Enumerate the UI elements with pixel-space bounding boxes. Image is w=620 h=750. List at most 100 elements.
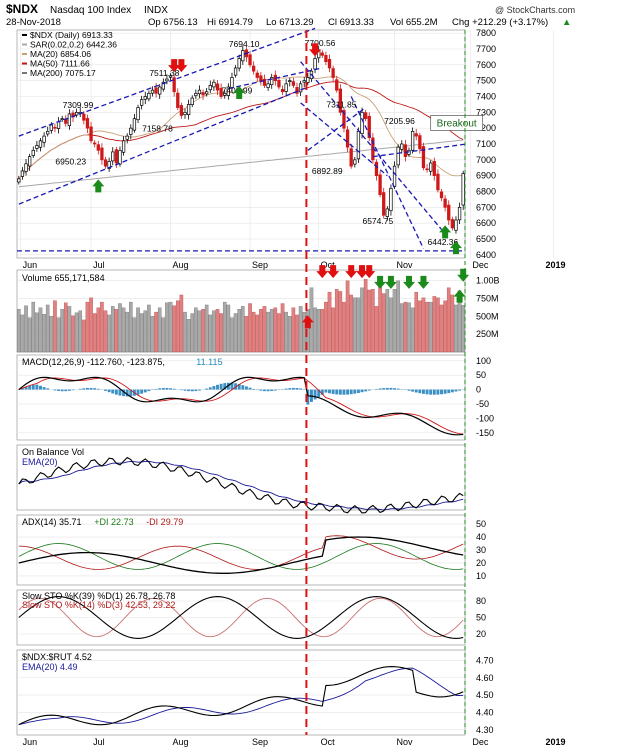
volume-bar [277, 313, 281, 353]
volume-bar [190, 313, 195, 353]
candle-up [270, 77, 274, 86]
macd-histogram-bar [190, 389, 194, 392]
volume-bar [356, 297, 361, 353]
copyright-label: @ StockCharts.com [495, 5, 575, 15]
panel-frame-3 [16, 444, 466, 511]
macd-histogram-bar [82, 388, 86, 390]
obv-ema-line [18, 460, 464, 511]
chart-index-name: Nasdaq 100 Index [50, 5, 131, 16]
candle-down [82, 113, 86, 121]
volume-sell-arrow [356, 265, 369, 279]
macd-histogram-bar [140, 389, 144, 394]
macd-histogram-bar [270, 389, 274, 392]
macd-histogram-bar [429, 389, 433, 395]
indicator-legend-entry: EMA(20) [22, 457, 58, 467]
volume-bar [161, 317, 166, 353]
macd-histogram-bar [172, 388, 176, 390]
macd-histogram-bar [122, 389, 126, 397]
adx-line [18, 536, 464, 574]
volume-bar [313, 307, 317, 353]
macd-histogram-bar [422, 389, 425, 394]
candle-up [67, 113, 72, 127]
volume-bar [287, 316, 292, 353]
candle-up [208, 85, 212, 91]
price-tick-label: 6400 [476, 250, 496, 260]
macd-histogram-bar [393, 388, 396, 390]
candle-up [136, 107, 140, 121]
price-tick-label: 7700 [476, 44, 496, 54]
volume-bar [121, 307, 126, 353]
candle-up [143, 96, 147, 100]
volume-bar [302, 311, 307, 353]
volume-buy-arrow [403, 275, 415, 289]
volume-bar [78, 310, 83, 353]
reversal-line [307, 107, 367, 151]
volume-bar [345, 280, 350, 353]
macd-signal-line [18, 377, 464, 435]
volume-bar [125, 311, 129, 353]
volume-bar [374, 306, 379, 353]
volume-bar [92, 313, 97, 353]
volume-bar [175, 300, 180, 353]
candle-up [461, 173, 465, 206]
price-tick-label: 7400 [476, 92, 496, 102]
macd-histogram-bar [342, 389, 346, 395]
volume-bar [114, 309, 119, 353]
candle-down [100, 147, 104, 161]
macd-histogram-bar [114, 389, 118, 395]
volume-bar [56, 317, 61, 353]
candle-up [35, 145, 39, 149]
candle-down [443, 198, 447, 208]
price-label: 6442.36 [428, 237, 459, 247]
candle-down [403, 144, 408, 158]
macd-histogram-bar [353, 389, 357, 394]
volume-bar [226, 304, 231, 353]
volume-bar [425, 301, 429, 353]
candle-up [31, 149, 35, 156]
candle-up [396, 146, 400, 166]
macd-histogram-bar [212, 386, 216, 390]
upper-x-tick-label: Sep [252, 260, 268, 270]
change-up-arrow: ▲ [562, 17, 571, 28]
macd-histogram-bar [317, 389, 321, 398]
legend-entry: SAR(0.02,0.2) 6442.36 [30, 40, 117, 50]
price-tick-label: 7100 [476, 139, 496, 149]
volume-bar [168, 301, 173, 353]
macd-histogram-bar [169, 388, 172, 390]
price-label: 7158.78 [142, 124, 173, 134]
volume-title: Volume 655,171,584 [22, 273, 105, 283]
upper-x-tick-label: Nov [397, 260, 414, 270]
volume-bar [129, 301, 133, 353]
price-tick-label: 6700 [476, 202, 496, 212]
macd-histogram-bar [295, 388, 299, 390]
candle-up [353, 159, 357, 165]
macd-histogram-bar [346, 389, 350, 395]
volume-bar [421, 297, 426, 353]
upper-x-tick-label: Jul [93, 260, 105, 270]
volume-buy-arrow [457, 268, 470, 282]
volume-bar [35, 312, 39, 353]
volume-bar [450, 294, 455, 353]
candle-down [219, 87, 223, 97]
legend-entry: $NDX (Daily) 6913.33 [30, 30, 113, 40]
indicator-legend-entry: Slow STO %K(14) %D(3) 42.53, 29.22 [22, 600, 175, 610]
macd-histogram-bar [389, 387, 393, 390]
volume-bar [353, 297, 357, 353]
panel-frame-6 [16, 649, 466, 736]
ratio-ema-line [18, 667, 464, 726]
volume-bar [45, 304, 50, 353]
macd-histogram-bar [89, 387, 93, 390]
volume-bar [248, 303, 252, 353]
macd-histogram-bar [208, 387, 212, 390]
candle-up [392, 165, 397, 187]
candle-down [349, 148, 353, 167]
candle-up [118, 149, 122, 165]
sell-signal-arrow [175, 59, 188, 73]
volume-bar [118, 303, 122, 353]
macd-histogram-bar [39, 385, 42, 390]
volume-bar [367, 289, 372, 353]
candle-up [313, 58, 317, 70]
volume-bar [334, 289, 339, 353]
indicator-tick-label: -100 [476, 413, 494, 423]
candle-up [60, 118, 64, 121]
